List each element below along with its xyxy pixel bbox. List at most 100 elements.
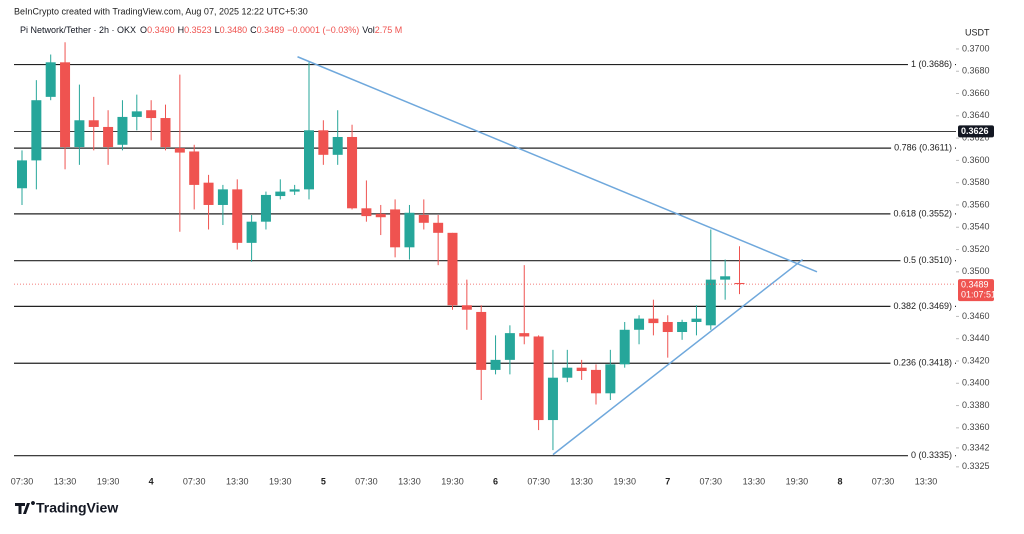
candle-body (705, 279, 716, 326)
marker-label: 0.3626 (961, 126, 989, 136)
y-tick-label: 0.3325 (962, 461, 990, 471)
y-tick-label: 0.3540 (962, 222, 990, 232)
candle-body (390, 209, 401, 248)
y-tick-label: 0.3620 (962, 132, 990, 142)
candle-body (562, 367, 573, 378)
fib-label: 0.236 (0.3418) (893, 358, 952, 368)
plot-area (14, 42, 956, 457)
x-tick-label: 19:30 (97, 476, 120, 486)
candle-body (289, 189, 300, 192)
x-tick-label: 13:30 (743, 476, 766, 486)
x-tick-label: 13:30 (915, 476, 938, 486)
symbol: Pi Network/Tether · 2h · OKX (20, 25, 136, 35)
candle-body (246, 221, 257, 243)
candle-body (74, 120, 85, 148)
candle-body (662, 321, 673, 333)
x-tick-label: 13:30 (226, 476, 249, 486)
brand-logo (15, 501, 35, 514)
candle-body (31, 100, 42, 161)
ohlc-value: 0.3490 (147, 25, 175, 35)
current-price-label: 0.3489 (961, 279, 989, 289)
x-tick-label: 8 (837, 476, 842, 486)
y-tick-label: 0.3460 (962, 311, 990, 321)
candle-body (634, 318, 645, 330)
fib-label: 1 (0.3686) (911, 59, 952, 69)
y-tick-label: 0.3420 (962, 355, 990, 365)
x-tick-label: 07:30 (700, 476, 723, 486)
trendline (552, 258, 804, 456)
candle-body (375, 213, 386, 218)
candle-body (648, 318, 659, 324)
candle-body (304, 130, 314, 190)
current-price-bg (958, 279, 994, 302)
x-tick-label: 19:30 (786, 476, 809, 486)
candle-body (60, 62, 71, 148)
candle-body (361, 208, 372, 217)
x-tick-label: 07:30 (11, 476, 34, 486)
candle-body (189, 151, 200, 185)
fib-label-bg (891, 141, 955, 154)
candle-body (447, 232, 458, 306)
x-tick-label: 07:30 (183, 476, 206, 486)
y-tick-label: 0.3660 (962, 88, 990, 98)
fib-label-bg (890, 356, 955, 369)
y-tick-label: 0.3380 (962, 400, 990, 410)
y-tick-label: 0.3500 (962, 266, 990, 276)
candle-body (17, 160, 27, 189)
candle-body (45, 62, 56, 97)
candle-body (174, 148, 185, 153)
y-tick-label: 0.3400 (962, 378, 990, 388)
candle-body (88, 120, 99, 127)
x-tick-label: 7 (665, 476, 670, 486)
candle-body (533, 336, 544, 421)
candle-body (433, 222, 444, 233)
candle-body (476, 311, 487, 370)
volume: 2.75 M (375, 25, 403, 35)
marker-label-bg (958, 125, 994, 138)
candle-body (418, 214, 429, 223)
candle-body (332, 136, 343, 155)
x-tick-label: 4 (149, 476, 154, 486)
x-tick-label: 07:30 (527, 476, 550, 486)
candle-body (103, 126, 114, 148)
fib-label: 0.382 (0.3469) (893, 301, 952, 311)
candle-body (160, 118, 171, 148)
x-tick-label: 19:30 (441, 476, 464, 486)
x-tick-label: 13:30 (54, 476, 77, 486)
x-tick-label: 19:30 (269, 476, 292, 486)
x-tick-label: 07:30 (355, 476, 378, 486)
candle-body (619, 329, 630, 365)
y-tick-label: 0.3560 (962, 199, 990, 209)
candle-body (117, 116, 128, 145)
candle-body (576, 367, 587, 372)
y-tick-label: 0.3360 (962, 422, 990, 432)
candle-body (605, 364, 616, 394)
candle-body (504, 333, 515, 360)
ohlc-key: C (250, 25, 257, 35)
volume-key: Vol (362, 25, 375, 35)
ohlc-key: H (178, 25, 185, 35)
fib-label-bg (907, 449, 955, 462)
x-tick-label: 19:30 (613, 476, 636, 486)
candle-body (547, 377, 558, 421)
candle-body (591, 369, 601, 394)
ohlc-value: 0.3480 (220, 25, 248, 35)
x-tick-label: 07:30 (872, 476, 895, 486)
countdown: 01:07:51 (961, 289, 996, 299)
x-tick-label: 13:30 (398, 476, 421, 486)
candle-body (404, 212, 415, 248)
fib-label-bg (907, 57, 955, 70)
credit: BeInCrypto created with TradingView.com,… (14, 6, 308, 16)
candle-body (260, 194, 271, 222)
fib-label-bg (890, 207, 955, 220)
candle-body (203, 182, 214, 205)
y-tick-label: 0.3640 (962, 110, 990, 120)
ohlc-value: 0.3489 (257, 25, 285, 35)
y-tick-label: 0.3600 (962, 155, 990, 165)
candle-body (217, 189, 228, 205)
x-tick-label: 6 (493, 476, 498, 486)
candle-body (720, 276, 731, 280)
y-tick-label: 0.3342 (962, 442, 990, 452)
